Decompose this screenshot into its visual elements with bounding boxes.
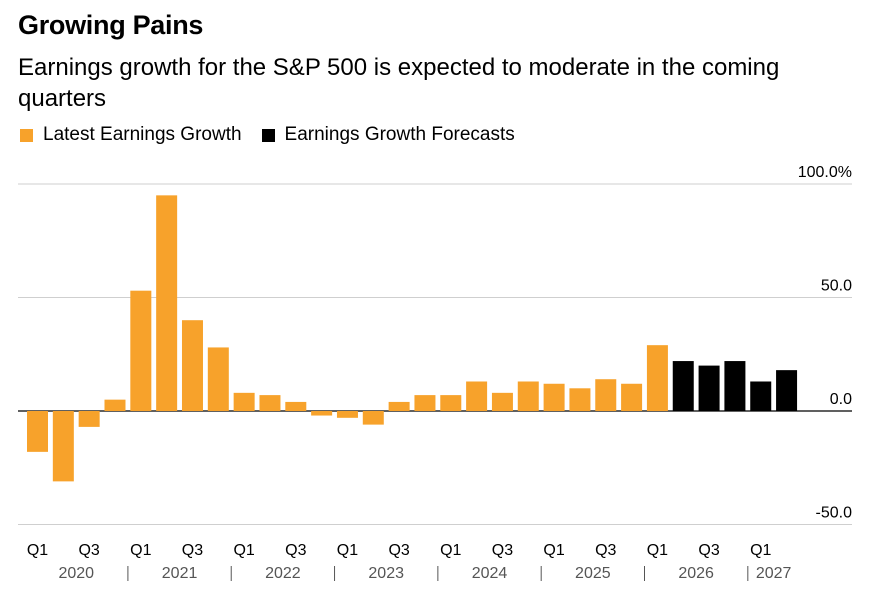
bar-latest [207, 347, 229, 411]
year-label: 2024 [472, 565, 508, 582]
chart-title: Growing Pains [18, 10, 204, 40]
year-label: 2023 [368, 565, 404, 582]
bar-latest [259, 395, 281, 411]
x-tick-label: Q1 [337, 542, 358, 559]
legend-label-latest: Latest Earnings Growth [43, 124, 242, 145]
chart-subtitle: Earnings growth for the S&P 500 is expec… [18, 54, 780, 112]
bar-latest [78, 411, 100, 427]
year-label: 2025 [575, 565, 611, 582]
x-tick-label: Q1 [233, 542, 254, 559]
bar-latest [156, 195, 178, 411]
bar-latest [104, 399, 126, 411]
x-tick-label: Q3 [78, 542, 99, 559]
x-tick-label: Q1 [750, 542, 771, 559]
x-tick-label: Q3 [285, 542, 306, 559]
bar-latest [336, 411, 358, 418]
year-label: 2021 [162, 565, 198, 582]
x-tick-label: Q3 [595, 542, 616, 559]
bar-latest [621, 383, 643, 411]
year-label: 2020 [58, 565, 94, 582]
x-tick-label: Q3 [492, 542, 513, 559]
bar-latest [27, 411, 48, 452]
bar-forecast [698, 365, 720, 411]
bar-latest [362, 411, 384, 425]
bar-forecast [776, 370, 798, 411]
bar-forecast [750, 381, 772, 411]
bar-latest [285, 401, 307, 411]
bar-latest [414, 395, 436, 411]
bar-latest [388, 401, 410, 411]
y-tick-label: 0.0 [830, 391, 852, 408]
bar-latest [466, 381, 488, 411]
bar-latest [517, 381, 539, 411]
bar-forecast [672, 361, 694, 411]
y-tick-label: 100.0% [798, 164, 852, 181]
y-tick-label: -50.0 [816, 505, 853, 522]
bar-latest [440, 395, 462, 411]
bar-latest [130, 290, 152, 411]
legend-item-latest: Latest Earnings Growth [20, 124, 242, 146]
bar-latest [646, 345, 668, 411]
x-tick-label: Q1 [543, 542, 564, 559]
bar-forecast [724, 361, 746, 411]
y-tick-label: 50.0 [821, 278, 852, 295]
bar-latest [233, 392, 255, 411]
x-tick-label: Q3 [182, 542, 203, 559]
legend-label-forecast: Earnings Growth Forecasts [284, 124, 515, 145]
legend-item-forecast: Earnings Growth Forecasts [261, 124, 515, 146]
x-tick-label: Q1 [27, 542, 48, 559]
year-label: 2026 [678, 565, 714, 582]
x-tick-label: Q3 [698, 542, 719, 559]
x-tick-label: Q1 [440, 542, 461, 559]
bar-latest [52, 411, 74, 482]
bar-latest [491, 392, 513, 411]
x-tick-label: Q3 [388, 542, 409, 559]
legend-swatch-forecast [261, 128, 275, 142]
bar-latest [543, 383, 565, 411]
year-label: 2022 [265, 565, 301, 582]
bar-latest [569, 388, 591, 411]
x-tick-label: Q1 [130, 542, 151, 559]
bar-latest [311, 411, 333, 416]
year-label: 2027 [756, 565, 792, 582]
bar-latest [595, 379, 617, 411]
legend-swatch-latest [20, 128, 33, 142]
x-tick-label: Q1 [647, 542, 668, 559]
legend: Latest Earnings Growth Earnings Growth F… [20, 124, 535, 146]
bar-latest [181, 320, 203, 411]
